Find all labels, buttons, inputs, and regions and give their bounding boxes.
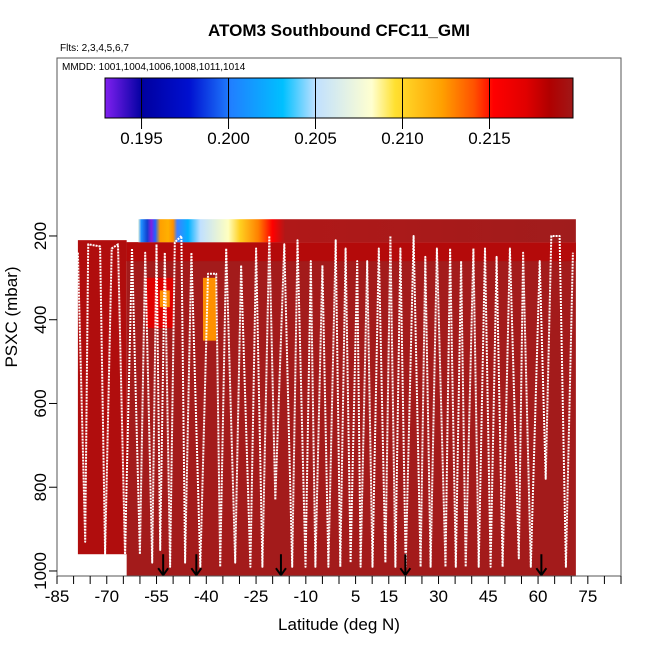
y-axis-label: PSXC (mbar) bbox=[2, 266, 21, 367]
colorbar-tick-label: 0.200 bbox=[207, 129, 250, 148]
colorbar-tick-label: 0.205 bbox=[294, 129, 337, 148]
y-tick-label: 600 bbox=[31, 389, 50, 417]
dates-annotation: MMDD: 1001,1004,1006,1008,1011,1014 bbox=[62, 62, 246, 73]
x-tick-label: -40 bbox=[194, 587, 219, 606]
y-tick-label: 800 bbox=[31, 473, 50, 501]
y-axis: 200 400 600 800 1000 bbox=[31, 222, 57, 590]
x-tick-label: -70 bbox=[94, 587, 119, 606]
x-tick-label: 60 bbox=[529, 587, 548, 606]
x-tick-label: 5 bbox=[351, 587, 360, 606]
x-axis-label: Latitude (deg N) bbox=[278, 615, 400, 634]
y-tick-label: 200 bbox=[31, 222, 50, 250]
x-tick-label: 15 bbox=[379, 587, 398, 606]
colorbar-tick-label: 0.215 bbox=[468, 129, 511, 148]
arrow-head bbox=[157, 567, 169, 576]
colorbar: 0.195 0.200 0.205 0.210 0.215 bbox=[104, 77, 574, 148]
arrow-head bbox=[190, 567, 203, 576]
y-tick-label: 400 bbox=[31, 306, 50, 334]
colorbar-gradient bbox=[104, 77, 574, 119]
data-field bbox=[76, 219, 576, 576]
x-tick-label: 75 bbox=[578, 587, 597, 606]
x-tick-label: -25 bbox=[244, 587, 269, 606]
arrow-head bbox=[275, 567, 287, 576]
x-tick-label: -85 bbox=[45, 587, 70, 606]
field-cell bbox=[77, 240, 127, 555]
arrow-head bbox=[399, 567, 412, 576]
x-tick-label: 30 bbox=[429, 587, 448, 606]
top-strip bbox=[138, 219, 576, 243]
colorbar-tick-label: 0.210 bbox=[381, 129, 424, 148]
x-tick-label: -55 bbox=[144, 587, 169, 606]
x-tick-label: -10 bbox=[294, 587, 319, 606]
x-tick-label: 45 bbox=[479, 587, 498, 606]
y-tick-label: 1000 bbox=[31, 552, 50, 590]
x-axis: -85 -70 -55 -40 -25 -10 5 15 30 45 60 75 bbox=[45, 576, 622, 606]
arrow-head bbox=[535, 567, 548, 576]
chart-title: ATOM3 Southbound CFC11_GMI bbox=[208, 21, 470, 40]
flight-track-line bbox=[76, 235, 574, 568]
colorbar-tick-label: 0.195 bbox=[120, 129, 163, 148]
field-cell bbox=[126, 242, 576, 262]
flights-subtitle: Flts: 2,3,4,5,6,7 bbox=[60, 43, 129, 54]
field-cell bbox=[202, 277, 217, 341]
